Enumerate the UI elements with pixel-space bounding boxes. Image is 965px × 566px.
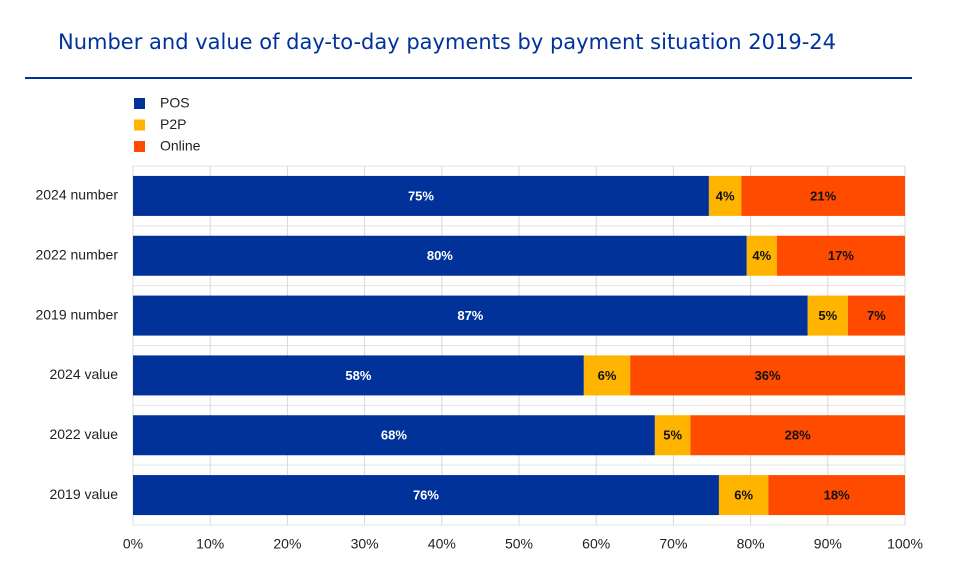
legend-label: Online (160, 138, 201, 154)
x-tick-label: 80% (737, 536, 765, 552)
value-label: 21% (810, 188, 836, 203)
bar-segment (133, 475, 719, 516)
y-tick-label: 2019 number (35, 306, 118, 322)
value-label: 4% (752, 248, 771, 263)
value-label: 18% (824, 488, 850, 503)
bar-segment (741, 175, 905, 216)
x-tick-label: 100% (887, 536, 923, 552)
value-label: 76% (413, 488, 439, 503)
legend-swatch (134, 119, 145, 131)
bar-segment (133, 175, 709, 216)
bar-segment (133, 235, 747, 276)
y-tick-label: 2024 value (49, 366, 118, 382)
legend-label: P2P (160, 116, 186, 132)
bar-segment (133, 295, 808, 336)
y-tick-label: 2022 number (35, 246, 118, 262)
x-tick-label: 70% (659, 536, 687, 552)
legend-swatch (134, 141, 145, 152)
bar-segment (776, 235, 905, 276)
legend-label: POS (160, 95, 190, 111)
x-tick-label: 50% (505, 536, 533, 552)
bar-segment (768, 475, 905, 516)
value-label: 5% (663, 428, 682, 443)
bar-segment (746, 235, 777, 276)
y-tick-label: 2024 number (35, 187, 118, 203)
x-tick-label: 20% (273, 536, 301, 552)
value-label: 75% (408, 188, 434, 203)
value-label: 80% (427, 248, 453, 263)
value-label: 6% (598, 368, 617, 383)
value-label: 58% (345, 368, 371, 383)
bar-segment (847, 295, 905, 336)
value-label: 17% (828, 248, 854, 263)
value-label: 6% (734, 488, 753, 503)
x-tick-label: 0% (123, 536, 143, 552)
bar-segment (133, 415, 655, 456)
y-tick-label: 2019 value (49, 486, 118, 502)
value-label: 36% (755, 368, 781, 383)
chart-title: Number and value of day-to-day payments … (58, 30, 836, 54)
bar-segment (807, 295, 848, 336)
value-label: 4% (716, 188, 735, 203)
x-tick-label: 30% (351, 536, 379, 552)
value-label: 5% (818, 308, 837, 323)
legend-swatch (134, 98, 145, 109)
value-label: 7% (867, 308, 886, 323)
bar-segment (690, 415, 905, 456)
bar-segment (630, 355, 905, 396)
bar-segment (718, 475, 769, 516)
bar-segment (583, 355, 631, 396)
bar-segment (654, 415, 691, 456)
value-label: 28% (785, 428, 811, 443)
x-tick-label: 90% (814, 536, 842, 552)
bar-segment (133, 355, 584, 396)
x-tick-label: 60% (582, 536, 610, 552)
x-tick-label: 10% (196, 536, 224, 552)
value-label: 87% (457, 308, 483, 323)
bar-segment (708, 175, 742, 216)
x-tick-label: 40% (428, 536, 456, 552)
value-label: 68% (381, 428, 407, 443)
y-tick-label: 2022 value (49, 426, 118, 442)
